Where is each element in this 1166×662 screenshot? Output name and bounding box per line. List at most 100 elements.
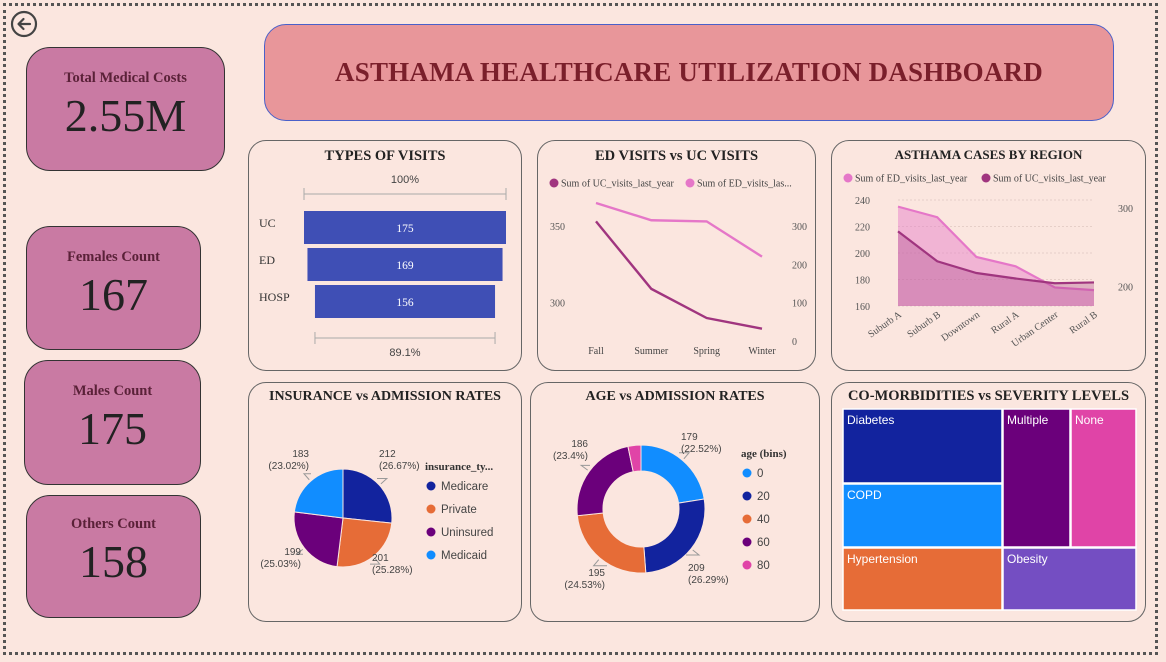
legend-marker [742, 491, 752, 501]
x-axis-tick: Winter [748, 346, 776, 357]
series-area [898, 231, 1094, 306]
pie-value-label: 179 [681, 432, 698, 443]
treemap-cell [1002, 408, 1071, 548]
legend-label: 0 [757, 468, 763, 480]
pie-percent-label: (26.67%) [379, 461, 420, 472]
kpi-value: 2.55M [64, 90, 187, 141]
pie-slice [336, 517, 393, 568]
legend-label: 80 [757, 560, 770, 572]
pie-percent-label: (23.02%) [268, 461, 309, 472]
pie-callout-line [295, 548, 304, 555]
kpi-card-females-count: Females Count 167 [26, 226, 201, 350]
funnel-bar-value: 169 [396, 260, 414, 272]
funnel-category-label: ED [259, 253, 275, 267]
x-axis-tick: Summer [634, 346, 669, 357]
funnel-category-label: UC [259, 216, 276, 230]
pie-callout-line [679, 452, 691, 460]
funnel-bar [314, 285, 496, 318]
dashboard-title-banner: ASTHAMA HEALTHCARE UTILIZATION DASHBOARD [264, 24, 1114, 121]
kpi-card-males-count: Males Count 175 [24, 360, 201, 485]
funnel-bar-value: 175 [396, 223, 414, 235]
left-axis-tick: 240 [855, 196, 870, 207]
funnel-bottom-percent: 89.1% [389, 347, 420, 359]
panel-comorbidities-vs-severity: CO-MORBIDITIES vs SEVERITY LEVELS Diabet… [831, 382, 1146, 622]
legend-title: age (bins) [741, 448, 787, 460]
pie-callout-line [377, 478, 389, 485]
panel-title: ASTHAMA CASES BY REGION [894, 147, 1083, 162]
series-line [897, 205, 1095, 292]
left-axis-tick: 350 [550, 222, 565, 233]
legend-label: 60 [757, 537, 770, 549]
treemap-cell [842, 547, 1003, 611]
legend-marker [426, 527, 436, 537]
legend-marker [981, 173, 991, 183]
treemap-cell [842, 483, 1003, 548]
left-axis-tick: 160 [855, 302, 870, 313]
kpi-value: 167 [79, 269, 148, 320]
left-axis-tick: 200 [855, 249, 870, 260]
pie-percent-label: (24.53%) [564, 580, 605, 591]
funnel-bar [307, 248, 503, 281]
panel-types-of-visits: TYPES OF VISITS 100% UC 175 ED 169 HOSP 156 89.… [248, 140, 522, 371]
legend-marker [742, 514, 752, 524]
right-axis-tick: 200 [792, 260, 807, 271]
legend-marker [742, 537, 752, 547]
treemap-cell-label: Diabetes [847, 413, 894, 427]
pie-slice [627, 444, 642, 473]
ed-uc-line-chart: Sum of UC_visits_last_year Sum of ED_visi… [549, 178, 807, 357]
legend-label: Uninsured [441, 527, 493, 539]
legend-marker [742, 468, 752, 478]
pie-percent-label: (22.52%) [681, 444, 722, 455]
series-line [595, 220, 763, 330]
region-area-chart: Sum of ED_visits_last_year Sum of UC_visi… [843, 173, 1133, 350]
pie-percent-label: (26.29%) [688, 575, 729, 586]
treemap-cell-label: COPD [847, 488, 882, 502]
pie-value-label: 186 [571, 439, 588, 450]
left-axis-tick: 220 [855, 223, 870, 234]
kpi-card-others-count: Others Count 158 [26, 495, 201, 618]
panel-title: AGE vs ADMISSION RATES [585, 389, 765, 404]
back-arrow-icon[interactable] [10, 10, 38, 38]
treemap-cell-label: None [1075, 413, 1104, 427]
legend-label: Sum of UC_visits_last_year [993, 174, 1106, 185]
pie-slice [293, 511, 344, 568]
legend-label: 20 [757, 491, 770, 503]
legend-label: 40 [757, 514, 770, 526]
series-line [595, 201, 763, 258]
pie-callout-line [370, 557, 381, 565]
pie-value-label: 183 [292, 449, 309, 460]
insurance-pie-chart: 212(26.67%) 201(25.28%) 199(25.03%) 183(23.… [260, 449, 493, 576]
legend-marker [426, 550, 436, 560]
x-axis-tick: Rural B [1068, 309, 1100, 336]
pie-value-label: 199 [284, 547, 301, 558]
kpi-label: Males Count [72, 383, 153, 399]
pie-slice [576, 512, 647, 574]
comorbidities-treemap: Diabetes COPD Hypertension Multiple None Obes… [842, 408, 1137, 611]
right-axis-tick: 300 [1118, 204, 1133, 215]
kpi-label: Others Count [71, 516, 156, 532]
kpi-value: 175 [78, 403, 147, 454]
funnel-top-percent: 100% [391, 174, 419, 186]
x-axis-tick: Spring [693, 346, 720, 357]
treemap-cell [842, 408, 1003, 484]
legend-label: Medicare [441, 481, 488, 493]
series-area [898, 206, 1094, 306]
x-axis-tick: Fall [588, 346, 604, 357]
right-axis-tick: 100 [792, 299, 807, 310]
kpi-value: 158 [79, 536, 148, 587]
legend-title: insurance_ty... [425, 461, 493, 473]
treemap-cell-label: Multiple [1007, 413, 1049, 427]
pie-percent-label: (23.4%) [553, 451, 588, 462]
pie-callout-line [579, 464, 590, 471]
x-axis-tick: Rural A [989, 309, 1022, 336]
x-axis-tick: Suburb A [866, 309, 904, 340]
panel-title: TYPES OF VISITS [324, 148, 446, 164]
panel-age-vs-admission: AGE vs ADMISSION RATES 179 (22.52%) 209 (26… [530, 382, 820, 622]
left-axis-tick: 180 [855, 276, 870, 287]
series-line [897, 230, 1095, 285]
treemap-cell-label: Hypertension [847, 552, 918, 566]
pie-slice [643, 498, 706, 574]
legend-marker [685, 178, 695, 188]
pie-callout-line [686, 549, 701, 556]
